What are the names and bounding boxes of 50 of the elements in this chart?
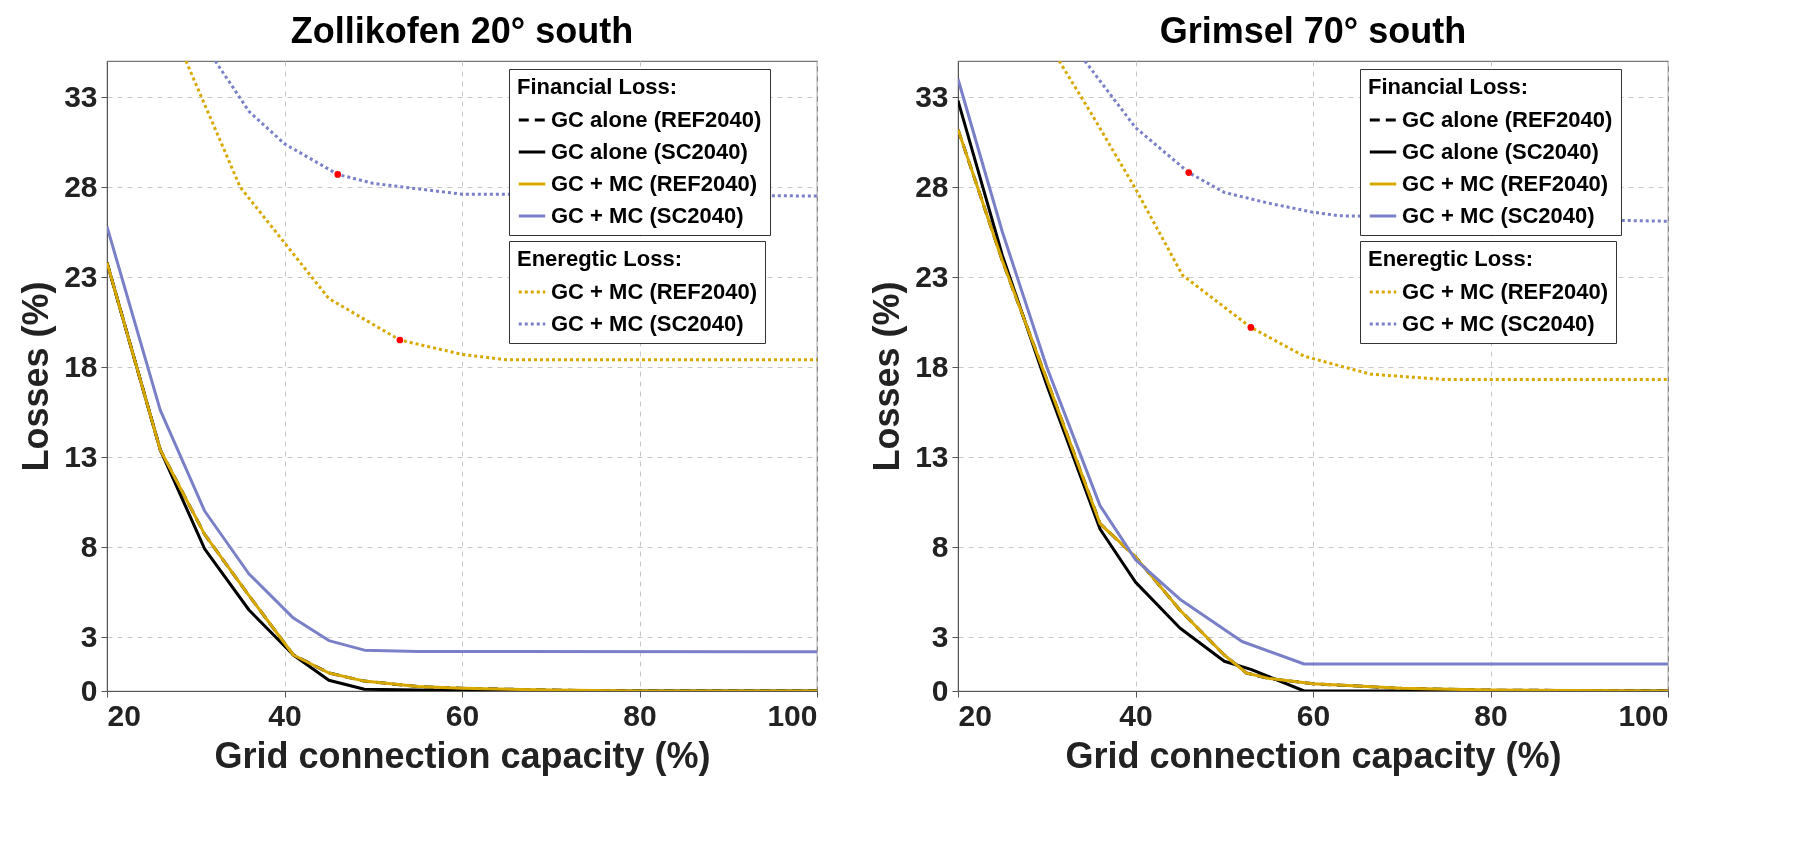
y-tick-label: 8: [931, 529, 949, 563]
legend-label: GC alone (SC2040): [551, 139, 748, 164]
y-tick-label: 33: [915, 79, 949, 113]
y-axis-title: Losses (%): [866, 281, 908, 472]
y-tick-label: 18: [64, 349, 98, 383]
y-tick-label: 0: [80, 673, 98, 707]
legend-label: GC alone (SC2040): [1402, 139, 1599, 164]
x-tick-label: 20: [958, 698, 992, 732]
x-tick-label: 80: [1474, 698, 1508, 732]
line-series: [1057, 61, 1668, 382]
legend-label: GC + MC (REF2040): [1402, 171, 1608, 196]
text: Eneregtic Loss:: [1368, 246, 1534, 271]
y-tick-label: 28: [915, 169, 949, 203]
y-axis-title: Losses (%): [15, 281, 57, 472]
legend-label: GC + MC (SC2040): [1402, 311, 1595, 336]
legend-label: GC + MC (REF2040): [1402, 279, 1608, 304]
text: Financial Loss:: [1368, 74, 1529, 99]
line-series: [184, 61, 817, 362]
x-tick-label: 40: [1119, 698, 1153, 732]
legend-label: GC + MC (SC2040): [551, 311, 744, 336]
x-axis-title: Grid connection capacity (%): [214, 734, 711, 776]
y-tick-label: 13: [64, 439, 98, 473]
legend-label: GC + MC (SC2040): [1402, 203, 1595, 228]
y-tick-label: 33: [64, 79, 98, 113]
legend-label: GC + MC (SC2040): [551, 203, 744, 228]
x-tick-label: 60: [1296, 698, 1331, 732]
y-tick-label: 0: [931, 673, 949, 707]
y-tick-label: 3: [931, 619, 949, 653]
legend-label: GC alone (REF2040): [1402, 107, 1613, 132]
chart-title: Zollikofen 20° south: [290, 10, 634, 51]
y-tick-label: 18: [915, 349, 949, 383]
x-tick-label: 80: [623, 698, 657, 732]
y-tick-label: 3: [80, 619, 98, 653]
y-tick-label: 23: [915, 259, 949, 293]
y-tick-label: 28: [64, 169, 98, 203]
x-tick-label: 20: [107, 698, 141, 732]
legend-label: GC + MC (REF2040): [551, 279, 757, 304]
text: Financial Loss:: [517, 74, 678, 99]
y-tick-label: 13: [915, 439, 949, 473]
y-tick-label: 23: [64, 259, 98, 293]
text: Eneregtic Loss:: [517, 246, 683, 271]
x-tick-label: 60: [445, 698, 480, 732]
x-tick-label: 100: [767, 698, 818, 732]
chart-title: Grimsel 70° south: [1159, 10, 1467, 51]
legend-label: GC + MC (REF2040): [551, 171, 757, 196]
legend-label: GC alone (REF2040): [551, 107, 762, 132]
y-tick-label: 8: [80, 529, 98, 563]
x-axis-title: Grid connection capacity (%): [1065, 734, 1562, 776]
x-tick-label: 100: [1618, 698, 1669, 732]
x-tick-label: 40: [268, 698, 302, 732]
